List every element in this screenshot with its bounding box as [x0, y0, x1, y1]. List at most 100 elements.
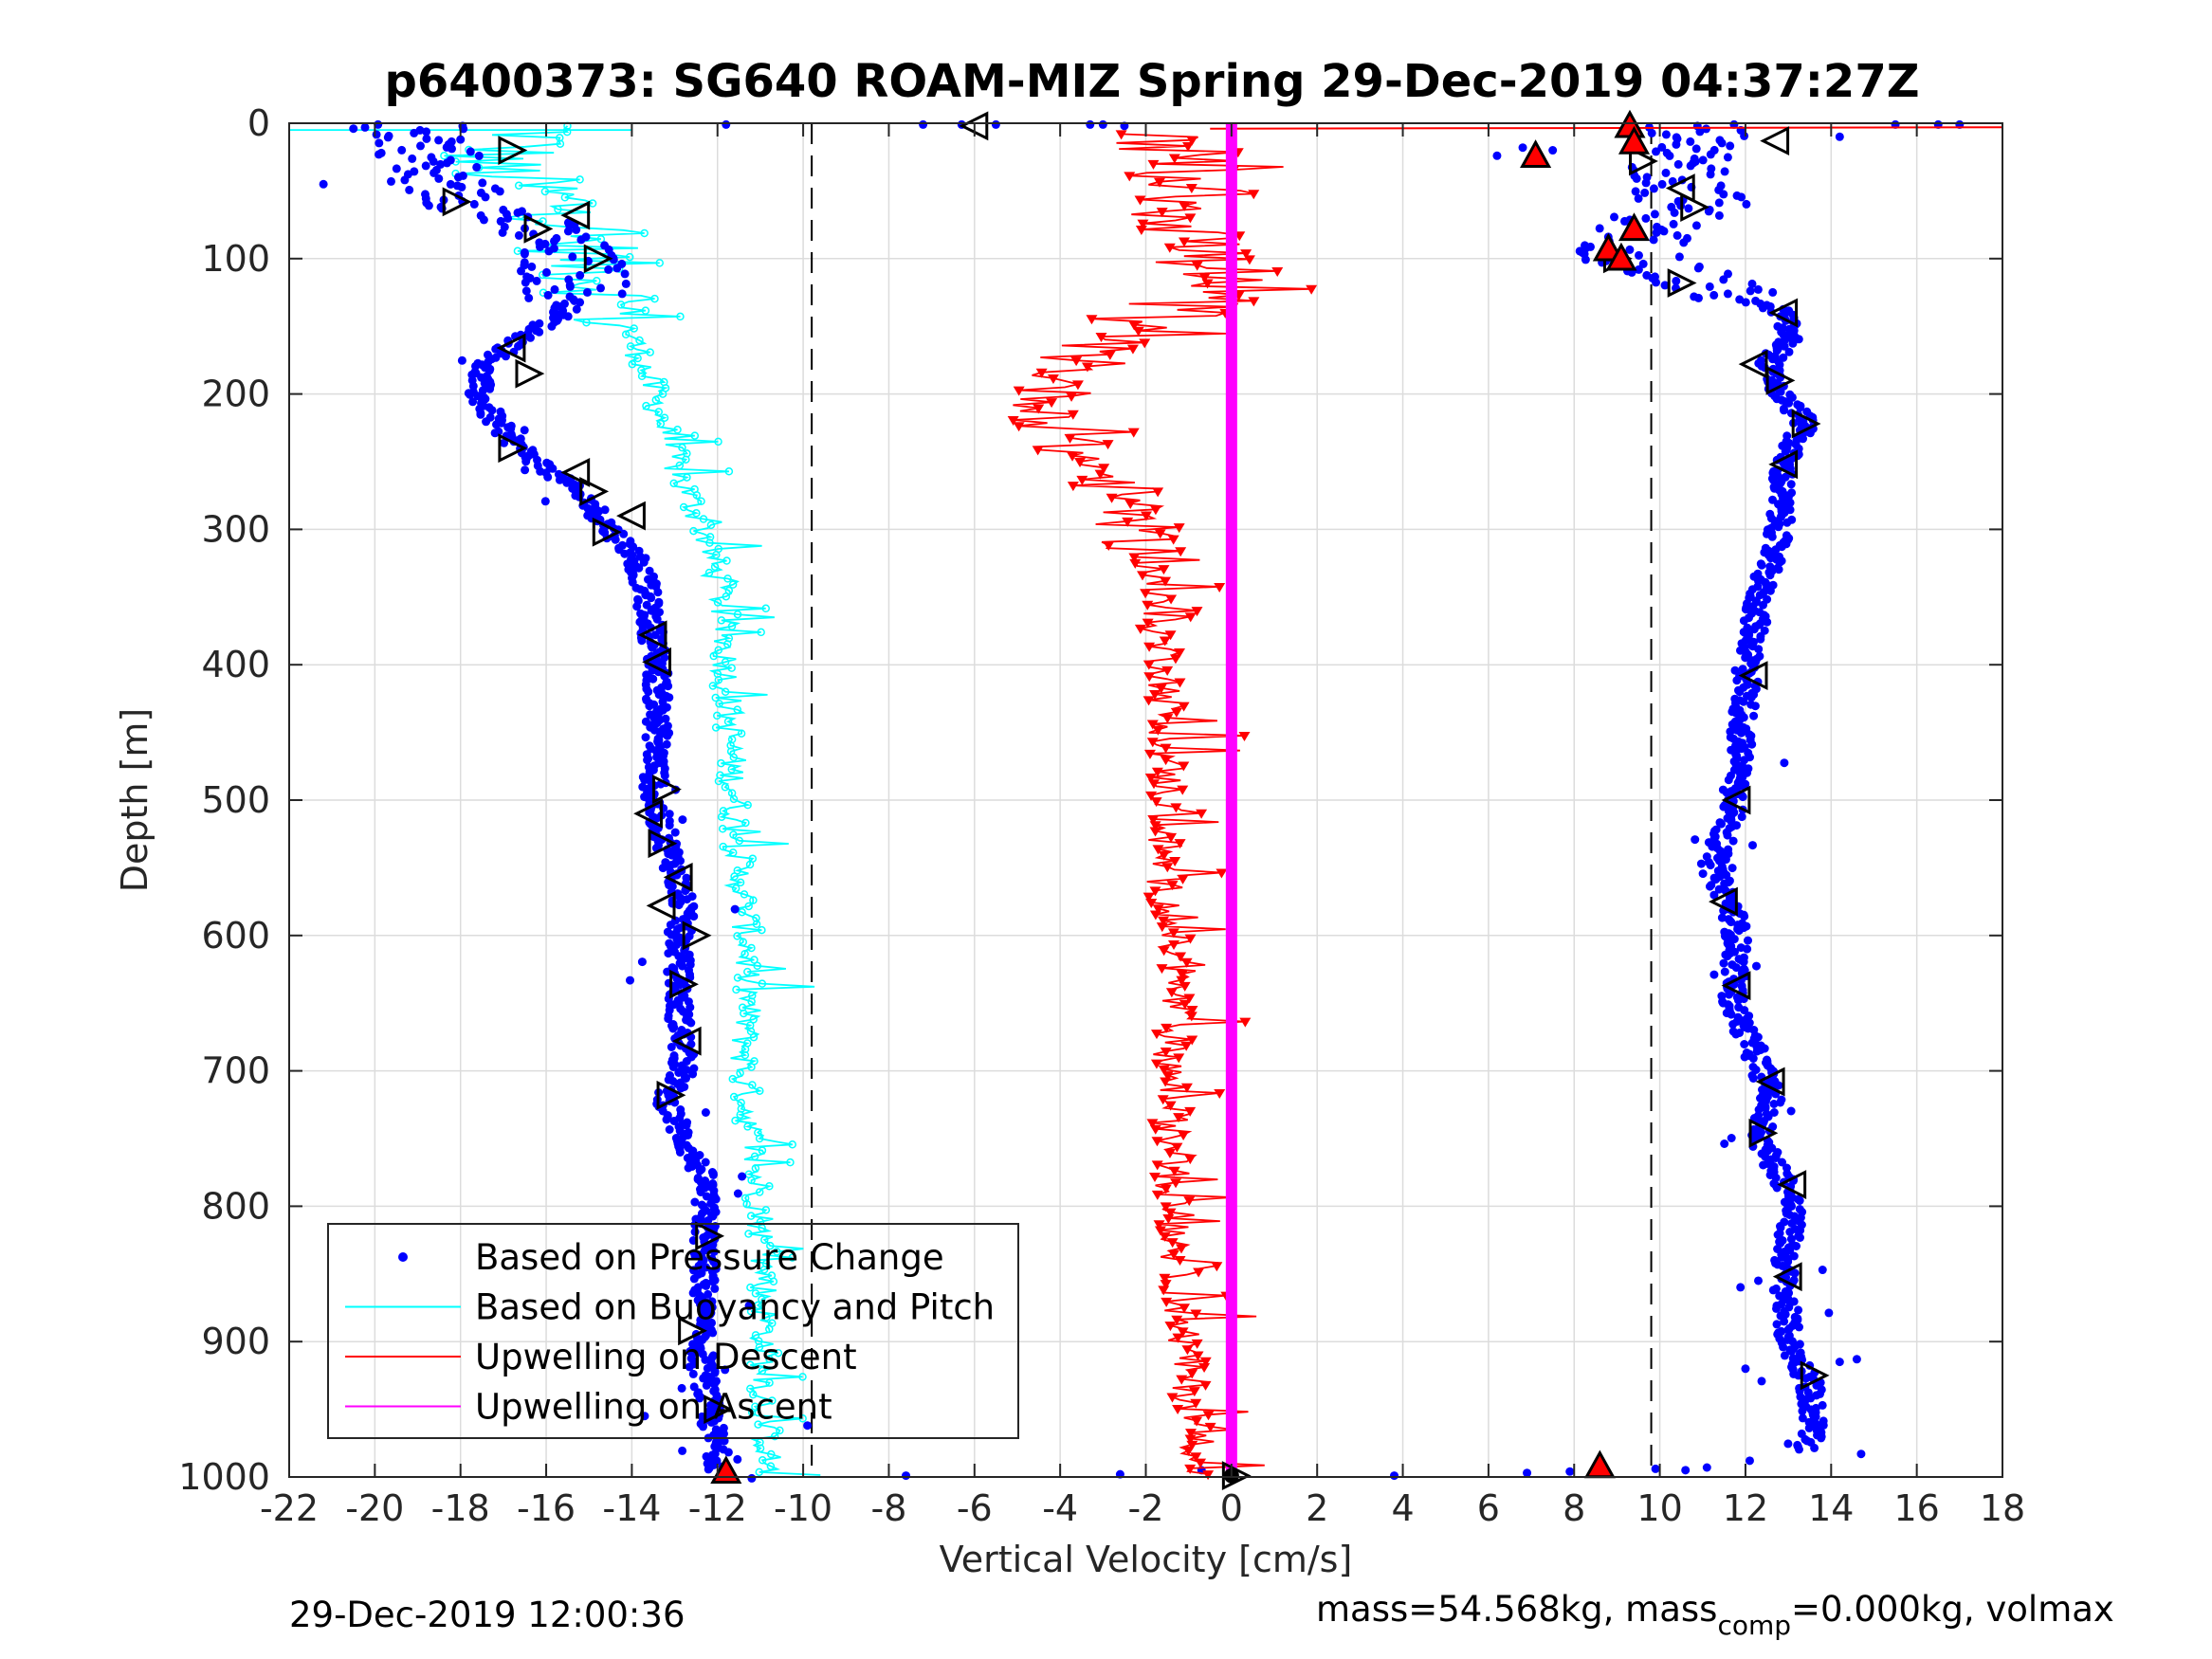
pressure-change-point — [1852, 1355, 1861, 1364]
pressure-change-point — [1732, 676, 1742, 685]
upwelling-descent-point — [1156, 208, 1168, 218]
pressure-change-point — [1706, 150, 1715, 159]
upwelling-descent-point — [1115, 130, 1127, 140]
buoyancy-pitch-point — [676, 312, 685, 321]
x-tick-label: 4 — [1391, 1487, 1414, 1529]
y-tick-label: 500 — [201, 779, 270, 821]
buoyancy-pitch-point — [746, 1212, 756, 1220]
pressure-change-point — [1492, 151, 1502, 160]
apogee-marker — [678, 1316, 707, 1346]
pressure-change-point — [1717, 819, 1726, 829]
pressure-change-point — [1795, 1322, 1803, 1332]
apogee-marker — [671, 1026, 702, 1056]
upwelling-descent-point — [1154, 1226, 1166, 1236]
pressure-change-point — [1795, 1445, 1803, 1454]
pressure-change-point — [1719, 958, 1728, 968]
upwelling-descent-point — [1191, 1339, 1203, 1349]
y-tick-label: 1000 — [178, 1456, 270, 1498]
upwelling-descent-point — [1067, 410, 1079, 420]
pressure-change-point — [1756, 634, 1765, 644]
apogee-marker — [642, 647, 672, 677]
pressure-change-point — [1835, 1358, 1844, 1367]
buoyancy-pitch-point — [745, 860, 755, 869]
pressure-change-point — [1784, 347, 1794, 356]
red-marker — [1618, 125, 1651, 155]
x-tick-label: 8 — [1563, 1487, 1585, 1529]
upwelling-descent-point — [1143, 660, 1155, 670]
y-tick-label: 600 — [201, 915, 270, 957]
apogee-marker — [1738, 661, 1768, 691]
buoyancy-pitch-point — [749, 1032, 759, 1042]
pressure-change-point — [1740, 1006, 1749, 1015]
pressure-change-point — [1691, 144, 1701, 154]
upwelling-descent-point — [1149, 910, 1161, 921]
buoyancy-pitch-point — [765, 1182, 774, 1191]
apogee-marker — [498, 136, 528, 165]
upwelling-descent-point — [1170, 707, 1182, 718]
pressure-change-point — [457, 182, 466, 191]
pressure-change-point — [472, 162, 482, 172]
buoyancy-pitch-point — [642, 401, 650, 410]
buoyancy-pitch-point — [759, 1265, 769, 1274]
apogee-marker — [1738, 349, 1768, 379]
pressure-change-point — [619, 529, 629, 538]
pressure-change-point — [1759, 600, 1767, 610]
pressure-change-point — [520, 249, 529, 259]
pressure-change-point — [548, 464, 558, 473]
upwelling-descent-point — [1143, 892, 1155, 902]
upwelling-descent-point — [1145, 898, 1158, 908]
upwelling-descent-point — [1199, 1357, 1212, 1367]
buoyancy-pitch-point — [729, 753, 739, 762]
pressure-change-point — [621, 279, 631, 288]
pressure-change-point — [474, 151, 484, 160]
pressure-change-point — [540, 497, 550, 506]
buoyancy-pitch-point — [540, 187, 550, 196]
pressure-change-point — [1758, 303, 1767, 313]
apogee-marker — [1791, 409, 1821, 439]
pressure-change-point — [503, 213, 513, 223]
pressure-change-point — [520, 426, 529, 435]
x-tick-label: 16 — [1893, 1487, 1939, 1529]
upwelling-descent-point — [1167, 535, 1179, 545]
buoyancy-pitch-point — [748, 1081, 757, 1089]
pressure-change-point — [747, 1473, 757, 1483]
upwelling-descent-point — [1143, 696, 1155, 706]
pressure-change-point — [1641, 213, 1651, 223]
upwelling-descent-point — [1161, 665, 1174, 676]
buoyancy-pitch-point — [596, 234, 606, 244]
pressure-change-point — [1772, 1304, 1781, 1313]
pressure-change-point — [1723, 830, 1732, 840]
apogee-marker — [1768, 449, 1799, 480]
pressure-change-point — [733, 1454, 742, 1464]
upwelling-descent-point — [1164, 1208, 1177, 1218]
pressure-change-point — [1740, 912, 1749, 921]
pressure-change-point — [536, 242, 544, 251]
pressure-change-point — [1640, 188, 1650, 197]
pressure-change-point — [416, 141, 425, 151]
pressure-change-point — [1743, 944, 1752, 954]
pressure-change-point — [1773, 1231, 1782, 1239]
pressure-change-point — [1769, 1100, 1779, 1108]
apogee-marker — [1800, 1360, 1830, 1391]
x-tick-label: 0 — [1220, 1487, 1243, 1529]
upwelling-descent-point — [1161, 1297, 1173, 1307]
upwelling-descent-point — [1171, 1315, 1183, 1325]
pressure-change-point — [902, 1471, 911, 1481]
buoyancy-pitch-point — [733, 974, 742, 982]
red-marker — [1520, 139, 1552, 168]
upwelling-descent-point — [1159, 1273, 1171, 1284]
x-tick-label: 6 — [1477, 1487, 1500, 1529]
pressure-change-point — [1704, 207, 1713, 216]
pressure-change-point — [434, 173, 444, 183]
footer-timestamp: 29-Dec-2019 12:00:36 — [289, 1595, 685, 1635]
upwelling-descent-point — [1201, 279, 1214, 289]
apogee-marker — [442, 187, 472, 217]
pressure-change-point — [709, 1248, 719, 1256]
buoyancy-pitch-point — [750, 956, 759, 964]
pressure-change-point — [1706, 882, 1714, 891]
buoyancy-pitch-point — [723, 574, 732, 583]
y-tick-label: 800 — [201, 1185, 270, 1227]
buoyancy-pitch-point — [762, 1313, 771, 1322]
pressure-change-point — [692, 1348, 702, 1358]
red-marker — [1618, 212, 1651, 242]
